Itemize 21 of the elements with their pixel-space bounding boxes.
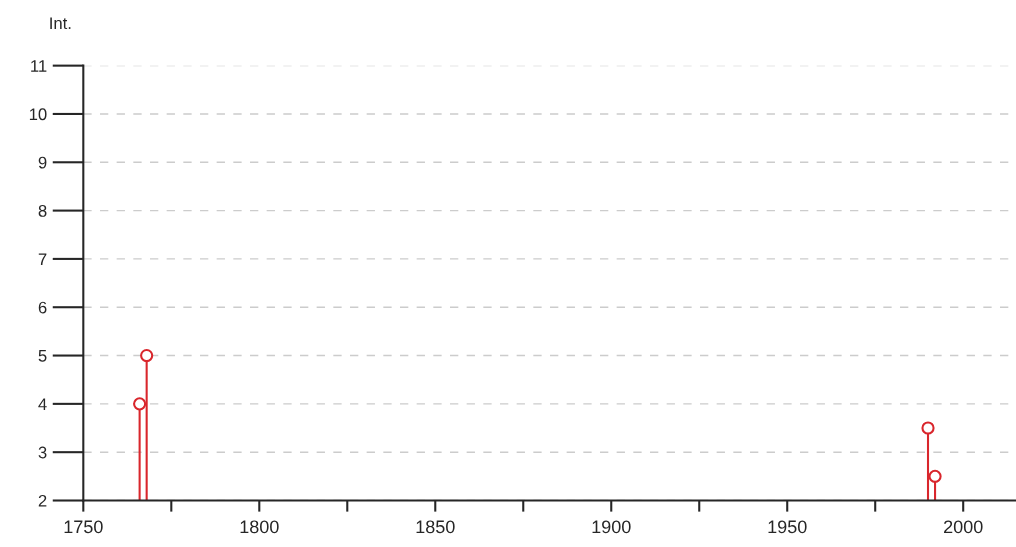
y-tick-label: 3 (38, 446, 47, 459)
y-tick-label: 7 (38, 253, 47, 265)
x-tick-label: 1800 (240, 520, 279, 534)
y-tick-label: 10 (29, 108, 47, 121)
y-tick-label: 6 (38, 301, 47, 314)
point (921, 421, 935, 435)
y-tick-label: 2 (38, 494, 47, 507)
y-tick-label: 5 (38, 350, 47, 362)
x-tick-label: 1950 (768, 520, 807, 534)
y-axis-title: Int. (50, 17, 71, 30)
y-tick-label: 4 (38, 398, 47, 410)
y-tick-label: 11 (31, 60, 47, 72)
x-tick-label: 1750 (64, 520, 103, 534)
point (133, 397, 147, 411)
y-tick-label: 9 (38, 156, 47, 169)
x-tick-label: 1900 (592, 520, 631, 534)
y-tick-label: 8 (38, 205, 47, 217)
point (928, 469, 942, 483)
x-tick-label: 1850 (416, 520, 455, 534)
x-tick-label: 2000 (944, 520, 983, 534)
point (140, 348, 154, 363)
